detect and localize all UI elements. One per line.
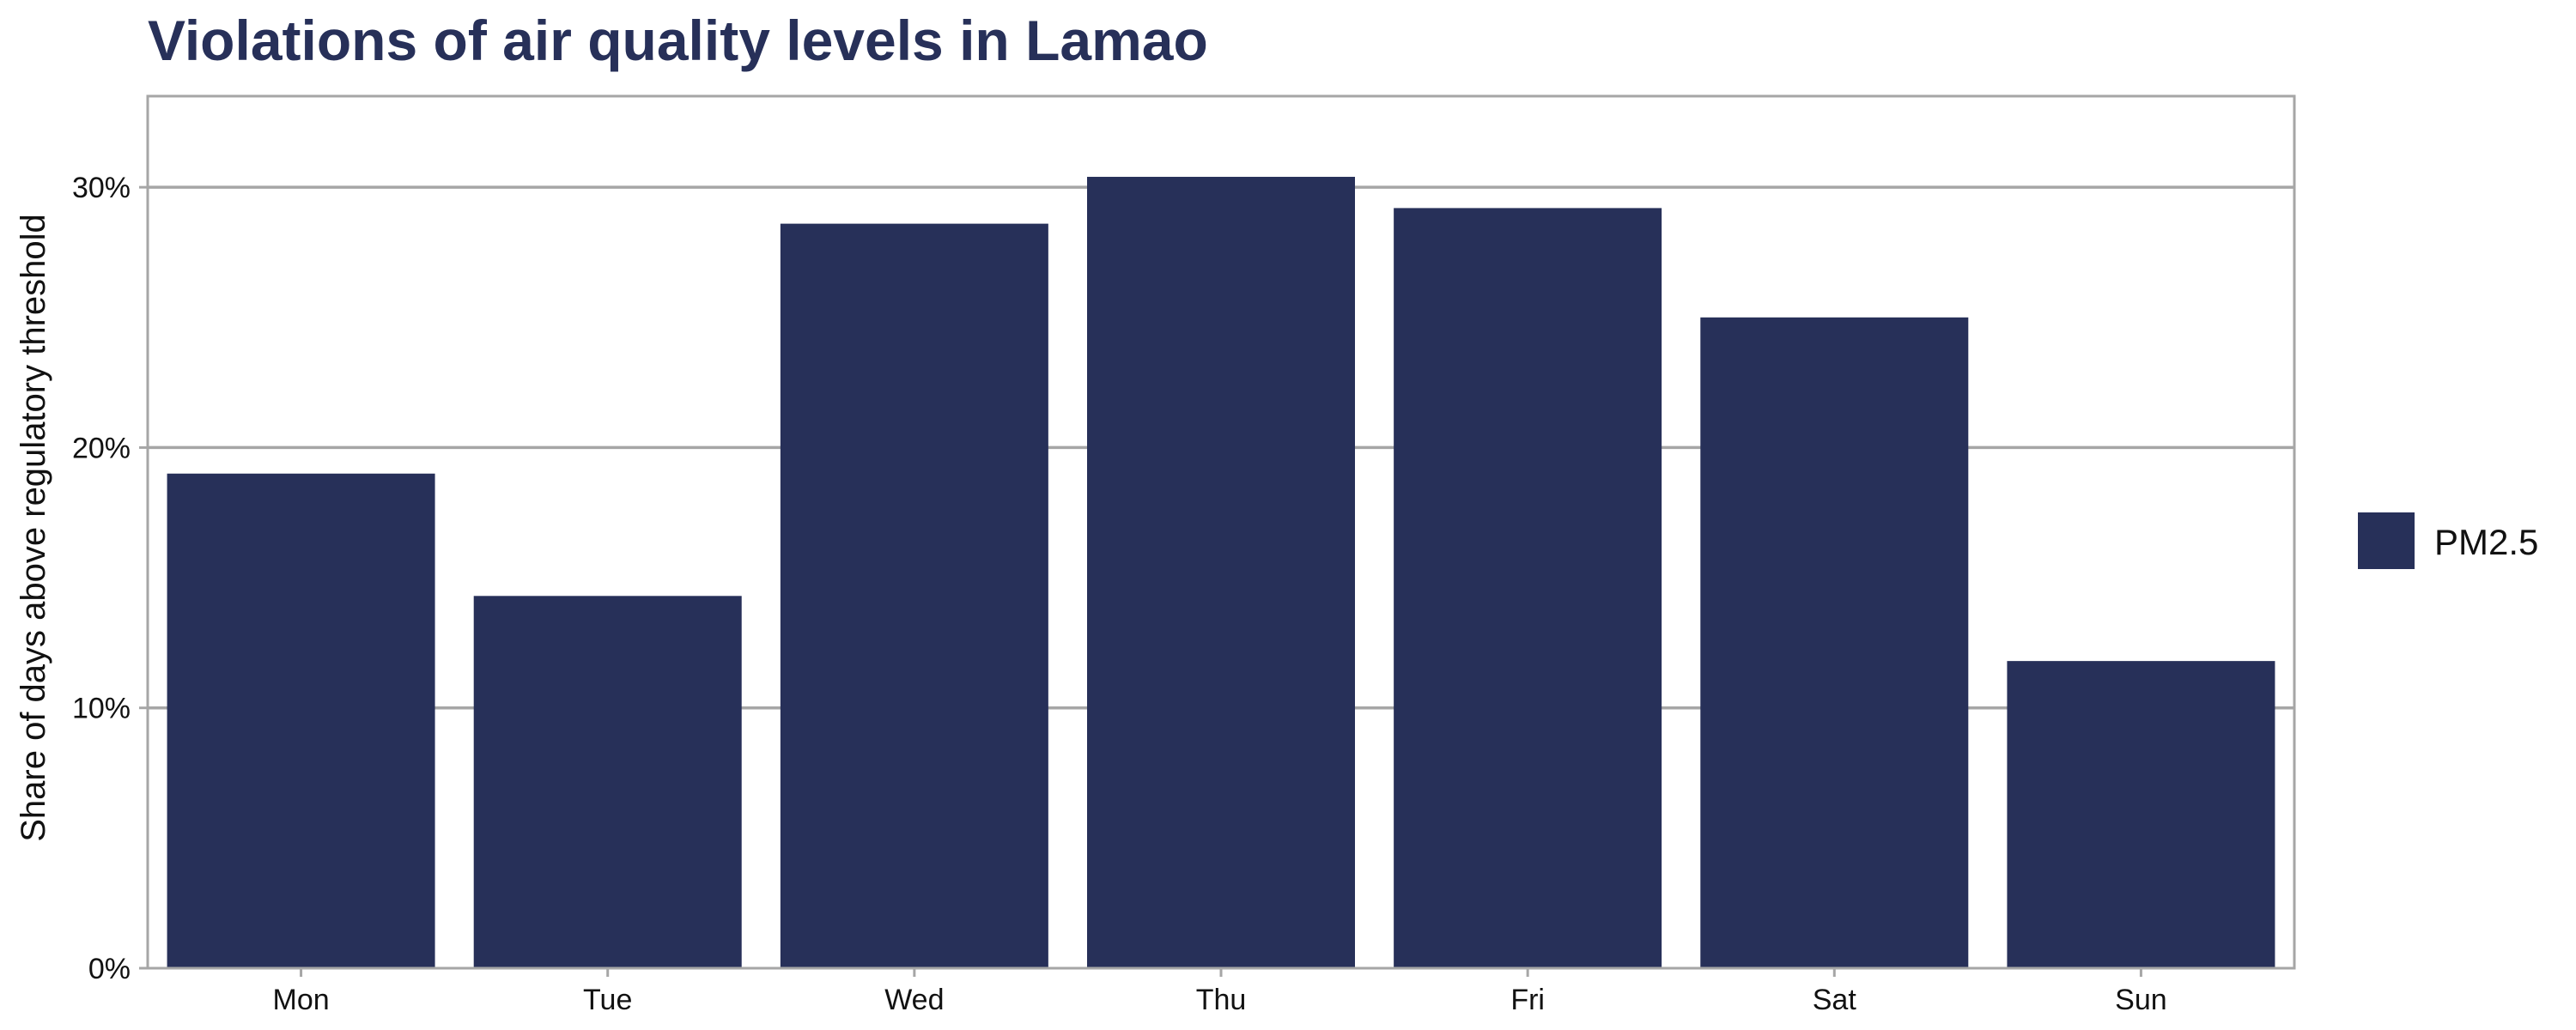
x-tick-label: Sat: [1813, 984, 1857, 1016]
x-tick-label: Thu: [1196, 984, 1247, 1016]
x-tick-label: Sun: [2115, 984, 2167, 1016]
y-tick-label: 30%: [72, 172, 131, 204]
chart-title: Violations of air quality levels in Lama…: [148, 9, 1208, 72]
legend: PM2.5: [2358, 512, 2538, 569]
bar-fri: [1394, 208, 1662, 969]
x-tick-label: Fri: [1510, 984, 1545, 1016]
y-axis-label: Share of days above regulatory threshold: [15, 214, 52, 842]
bar-tue: [473, 596, 742, 968]
y-tick-label: 20%: [72, 432, 131, 464]
bars: [167, 177, 2275, 969]
y-tick-label: 0%: [88, 953, 131, 985]
axes: 0% 10% 20% 30% Mon Tue Wed Thu Fri Sat Sun: [72, 94, 2296, 1016]
x-tick-label: Mon: [273, 984, 330, 1016]
bar-thu: [1087, 177, 1355, 968]
x-tick-label: Wed: [884, 984, 944, 1016]
legend-swatch-pm25: [2358, 512, 2415, 569]
bar-wed: [780, 223, 1048, 968]
bar-sat: [1700, 317, 1969, 969]
x-tick-label: Tue: [583, 984, 632, 1016]
bar-mon: [167, 473, 435, 968]
y-tick-label: 10%: [72, 693, 131, 725]
bar-sun: [2007, 661, 2275, 968]
legend-label-pm25: PM2.5: [2434, 522, 2538, 562]
